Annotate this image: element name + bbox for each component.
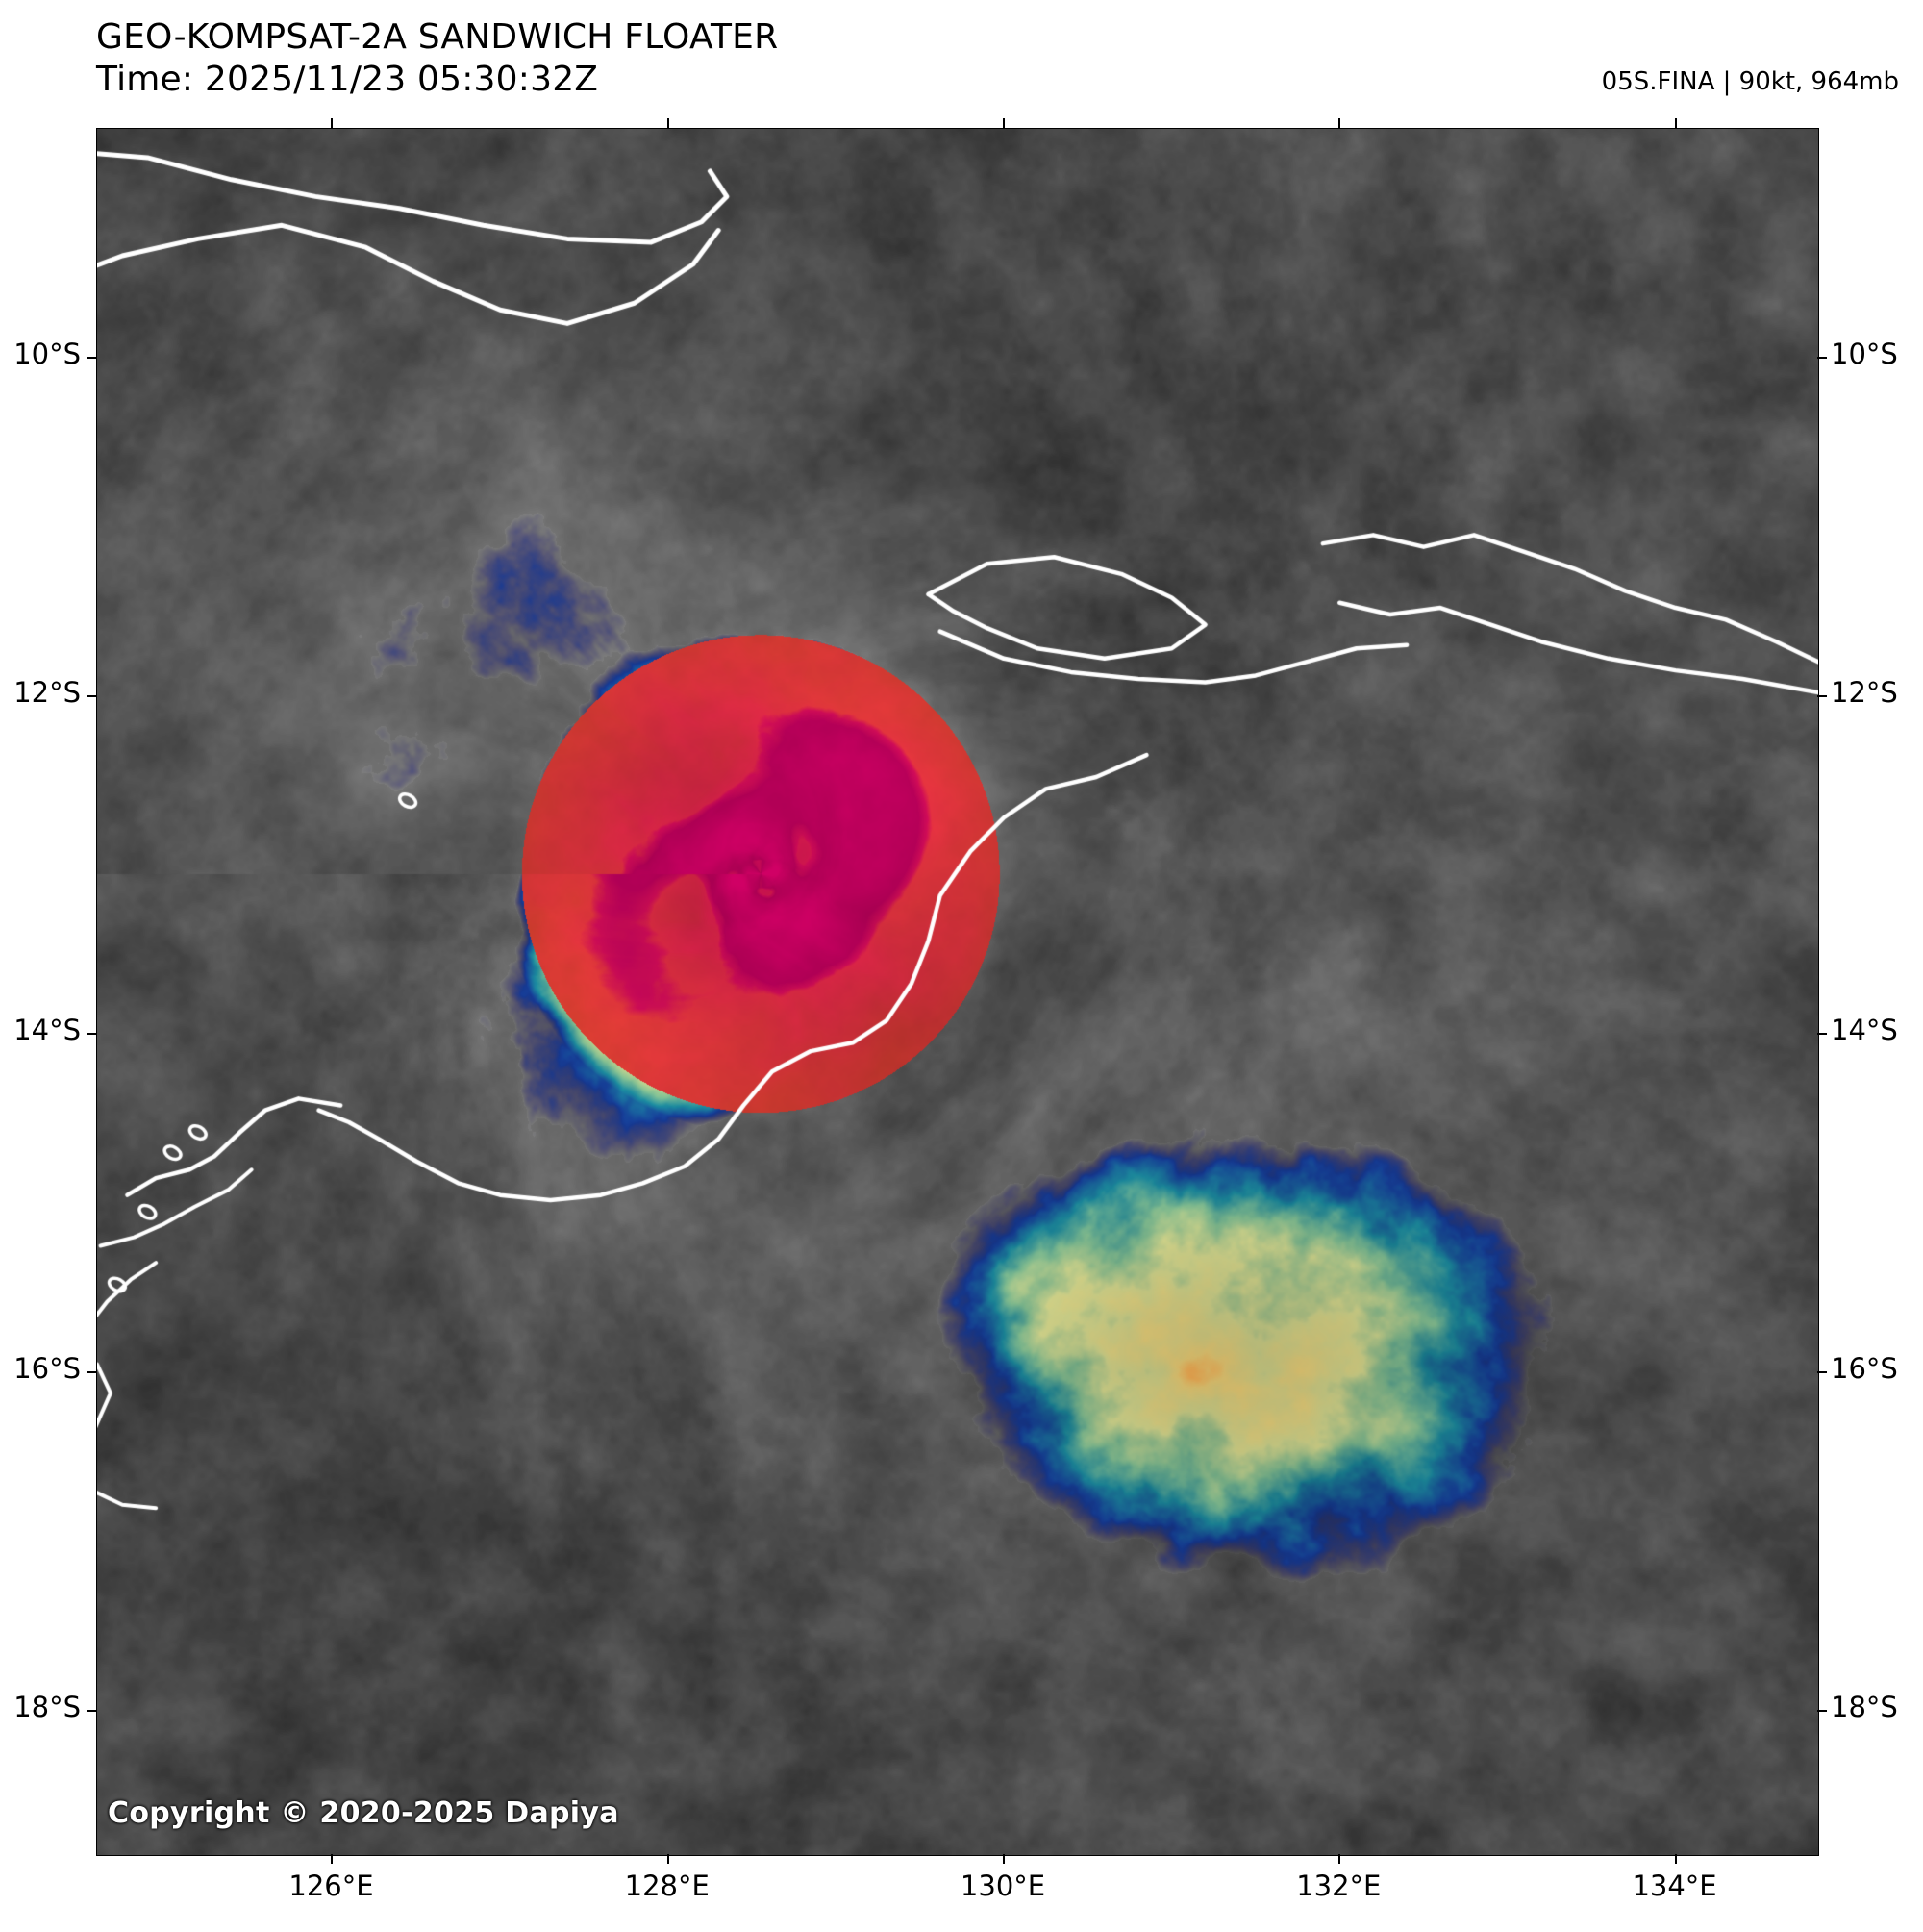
axis-tick xyxy=(1817,1710,1827,1713)
latitude-label-left: 18°S xyxy=(13,1691,81,1724)
latitude-label-left: 14°S xyxy=(13,1014,81,1047)
latitude-label-left: 12°S xyxy=(13,675,81,709)
axis-tick xyxy=(1817,1033,1827,1036)
axis-tick xyxy=(87,694,96,697)
axis-tick xyxy=(1338,118,1341,128)
axis-tick xyxy=(1674,1854,1677,1864)
axis-tick xyxy=(87,356,96,359)
longitude-label: 134°E xyxy=(1632,1869,1717,1902)
storm-info-label: 05S.FINA | 90kt, 964mb xyxy=(1601,67,1899,96)
latitude-label-right: 10°S xyxy=(1831,337,1898,370)
axis-tick xyxy=(87,1710,96,1713)
longitude-label: 130°E xyxy=(960,1869,1046,1902)
axis-tick xyxy=(1817,1371,1827,1374)
axis-tick xyxy=(1817,356,1827,359)
page-title: GEO-KOMPSAT-2A SANDWICH FLOATER xyxy=(96,17,779,57)
axis-tick xyxy=(666,1854,669,1864)
satellite-image-plot xyxy=(96,128,1819,1856)
axis-tick xyxy=(331,118,334,128)
satellite-imagery-canvas xyxy=(97,129,1818,1855)
axis-tick xyxy=(1003,1854,1006,1864)
axis-tick xyxy=(1003,118,1006,128)
latitude-label-right: 12°S xyxy=(1831,675,1898,709)
axis-tick xyxy=(87,1371,96,1374)
latitude-label-left: 10°S xyxy=(13,337,81,370)
longitude-label: 126°E xyxy=(288,1869,374,1902)
axis-tick xyxy=(87,1033,96,1036)
axis-tick xyxy=(1674,118,1677,128)
copyright-label: Copyright © 2020-2025 Dapiya xyxy=(108,1796,619,1830)
longitude-label: 128°E xyxy=(624,1869,710,1902)
timestamp-label: Time: 2025/11/23 05:30:32Z xyxy=(96,60,599,99)
axis-tick xyxy=(1338,1854,1341,1864)
latitude-label-right: 16°S xyxy=(1831,1352,1898,1386)
latitude-label-left: 16°S xyxy=(13,1352,81,1386)
latitude-label-right: 18°S xyxy=(1831,1691,1898,1724)
longitude-label: 132°E xyxy=(1296,1869,1382,1902)
axis-tick xyxy=(666,118,669,128)
axis-tick xyxy=(331,1854,334,1864)
latitude-label-right: 14°S xyxy=(1831,1014,1898,1047)
axis-tick xyxy=(1817,694,1827,697)
